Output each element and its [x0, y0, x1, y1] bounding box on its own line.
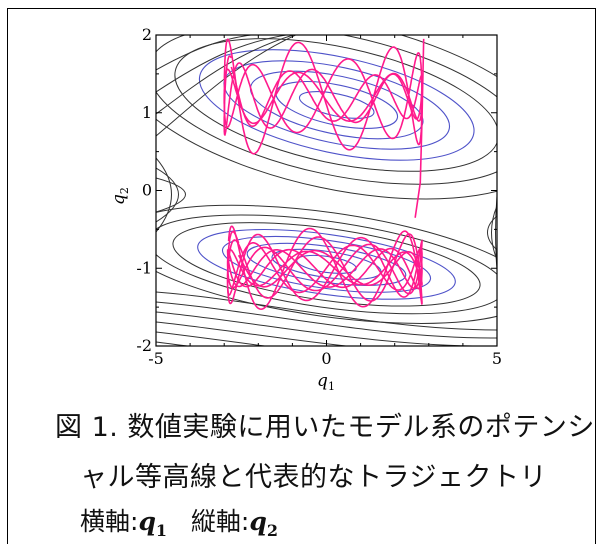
y-axis-caption-var: q2 [249, 507, 278, 540]
saddle-contour [156, 157, 172, 233]
lower-contour [221, 235, 432, 293]
trajectory [223, 38, 425, 311]
axes: -5 0 5 -2 -1 0 1 2 [136, 25, 502, 368]
y-axis-label: q2 [109, 187, 131, 205]
saddle-contour [156, 177, 186, 213]
figure-caption-axes: 横軸:q1 縦軸:q2 [80, 502, 278, 540]
upper-contour [298, 91, 375, 119]
y-tick-label: 2 [142, 25, 152, 44]
lower-contour [156, 214, 497, 315]
figure-caption-line2: ャル等高線と代表的なトラジェクトリ [80, 462, 547, 493]
outer-contour [156, 35, 290, 93]
saddle-contour [491, 205, 497, 261]
lower-contour [197, 229, 456, 300]
x-axis-label: q1 [317, 371, 335, 393]
outer-contour [156, 321, 350, 346]
lower-contour [156, 204, 497, 324]
y-tick-label: -2 [136, 336, 152, 355]
saddle-contour [156, 167, 179, 223]
x-axis-caption-prefix: 横軸: [80, 507, 139, 536]
upper-contour [174, 38, 497, 172]
lower-contour [172, 222, 481, 307]
saddle-contour [487, 215, 497, 251]
outer-contour [156, 301, 497, 339]
y-tick-label: 1 [142, 103, 152, 122]
outer-contour [156, 291, 497, 331]
transition-trajectory [414, 38, 425, 218]
x-axis-caption-var: q1 [138, 507, 168, 540]
lower-contour [246, 242, 407, 286]
y-tick-label: -1 [136, 258, 152, 277]
y-axis-caption-prefix: 縦軸: [190, 507, 250, 536]
y-tick-label: 0 [142, 181, 152, 200]
contour-plot: -5 0 5 -2 -1 0 1 2 q1 q2 [109, 25, 502, 393]
outer-contour [156, 331, 269, 346]
upper-trajectory [223, 55, 423, 136]
outer-contour [156, 35, 297, 137]
figure-frame [7, 8, 596, 544]
outer-contour [156, 35, 255, 71]
outer-contour [156, 311, 497, 346]
lower-trajectory [226, 230, 423, 305]
upper-contour [156, 35, 497, 200]
potential-contours [156, 35, 497, 346]
figure-caption-line1: 図 1. 数値実験に用いたモデル系のポテンシ [55, 412, 595, 443]
x-tick-label: -5 [148, 349, 164, 368]
x-tick-label: 5 [492, 349, 502, 368]
upper-contour [156, 35, 497, 185]
upper-contour [198, 49, 475, 161]
outer-contour [156, 35, 296, 115]
x-tick-label: 0 [321, 349, 331, 368]
